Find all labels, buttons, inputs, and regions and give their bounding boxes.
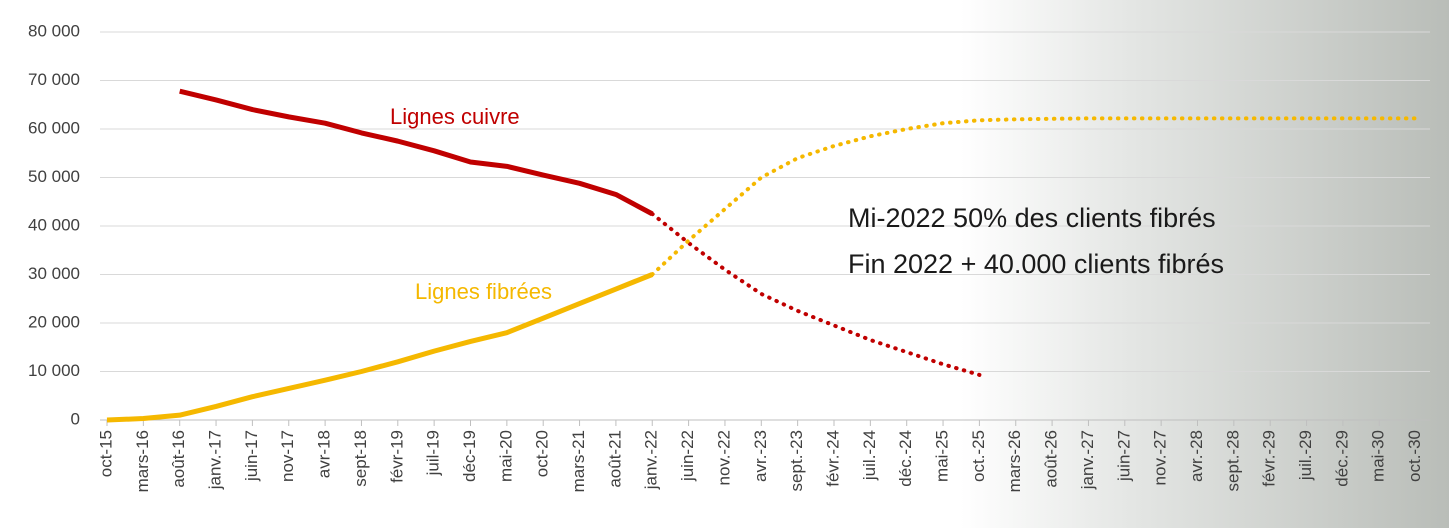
x-tick-label: déc.-29 xyxy=(1332,430,1351,487)
y-tick-label: 60 000 xyxy=(28,118,80,137)
x-tick-label: mai-25 xyxy=(933,430,952,482)
x-tick-label: juil.-29 xyxy=(1296,430,1315,481)
y-tick-label: 40 000 xyxy=(28,215,80,234)
x-tick-label: déc-19 xyxy=(460,430,479,482)
x-tick-label: févr.-24 xyxy=(823,430,842,487)
x-tick-label: févr-19 xyxy=(387,430,406,483)
series-line xyxy=(179,88,654,217)
x-tick-label: mars-16 xyxy=(133,430,152,492)
series-label: Lignes fibrées xyxy=(415,279,552,304)
x-tick-label: nov-17 xyxy=(278,430,297,482)
y-tick-label: 0 xyxy=(71,409,80,428)
x-tick-label: janv.-22 xyxy=(642,430,661,490)
series-label: Lignes cuivre xyxy=(390,104,520,129)
x-tick-label: août-21 xyxy=(605,430,624,488)
x-tick-label: déc.-24 xyxy=(896,430,915,487)
x-tick-label: mai-20 xyxy=(496,430,515,482)
forecast-line xyxy=(650,211,982,377)
x-tick-label: juil.-24 xyxy=(860,430,879,481)
annotation: Fin 2022 + 40.000 clients fibrés xyxy=(848,249,1224,279)
x-tick-label: mai-30 xyxy=(1369,430,1388,482)
x-tick-label: sept.-23 xyxy=(787,430,806,491)
y-tick-label: 70 000 xyxy=(28,70,80,89)
y-tick-label: 10 000 xyxy=(28,361,80,380)
x-tick-label: nov.-22 xyxy=(714,430,733,485)
x-tick-label: oct.-25 xyxy=(969,430,988,482)
x-tick-label: août-26 xyxy=(1042,430,1061,488)
x-tick-label: mars-21 xyxy=(569,430,588,492)
x-tick-label: août-16 xyxy=(169,430,188,488)
x-tick-label: oct.-30 xyxy=(1405,430,1424,482)
y-tick-label: 80 000 xyxy=(28,21,80,40)
x-tick-label: sept.-28 xyxy=(1223,430,1242,491)
x-tick-label: avr-18 xyxy=(315,430,334,478)
x-tick-label: juin-17 xyxy=(242,430,261,482)
x-tick-label: févr.-29 xyxy=(1260,430,1279,487)
x-tick-label: avr.-23 xyxy=(751,430,770,482)
series-line xyxy=(106,272,654,423)
x-tick-label: juin-27 xyxy=(1114,430,1133,482)
x-tick-label: nov.-27 xyxy=(1151,430,1170,485)
x-tick-label: oct-20 xyxy=(533,430,552,477)
x-tick-label: mars-26 xyxy=(1005,430,1024,492)
x-tick-label: janv.-17 xyxy=(206,430,225,490)
x-tick-label: sept-18 xyxy=(351,430,370,487)
x-tick-label: juin-22 xyxy=(678,430,697,482)
forecast-line xyxy=(650,116,1418,277)
y-tick-label: 50 000 xyxy=(28,167,80,186)
y-tick-label: 20 000 xyxy=(28,312,80,331)
x-tick-label: juil-19 xyxy=(424,430,443,476)
x-tick-label: avr.-28 xyxy=(1187,430,1206,482)
x-tick-label: oct-15 xyxy=(96,430,115,477)
x-tick-label: janv.-27 xyxy=(1078,430,1097,490)
y-tick-label: 30 000 xyxy=(28,264,80,283)
background-photo xyxy=(960,0,1449,528)
annotation: Mi-2022 50% des clients fibrés xyxy=(848,203,1216,233)
